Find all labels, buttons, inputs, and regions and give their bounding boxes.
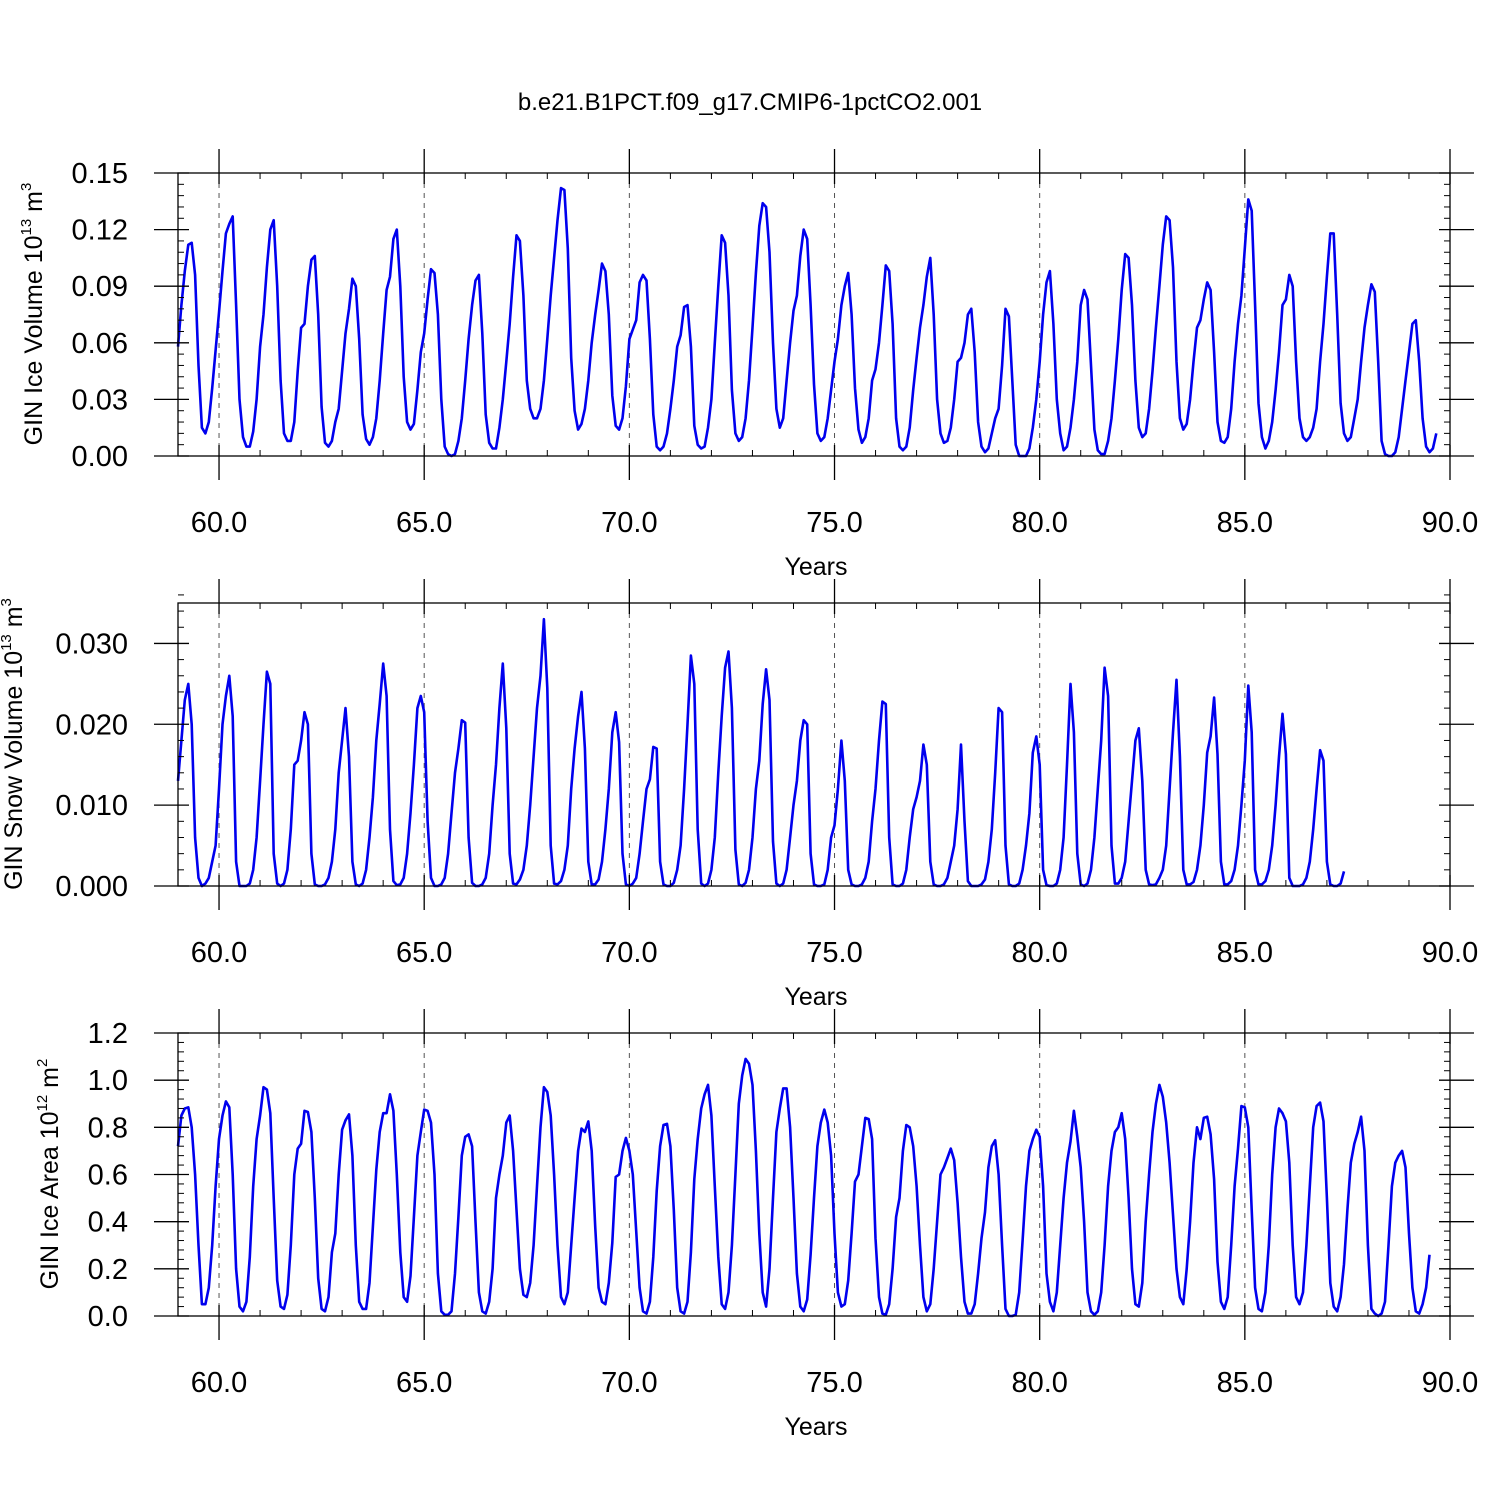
ice-volume-x-tick-label-0: 60.0 [191,507,247,539]
ice-volume-plot-frame [177,172,1451,457]
snow-volume-major-ticks [154,579,1474,910]
snow-volume-y-tick-label-2: 0.020 [55,709,128,741]
ice-area-x-tick-label-6: 90.0 [1422,1367,1478,1399]
ice-volume-y-tick-label-5: 0.15 [72,158,128,190]
ice-volume-x-tick-label-4: 80.0 [1011,507,1067,539]
panel-ice-area: 0.0 0.2 0.4 0.6 0.8 1.0 1.2 60.0 65.0 70.0 75.0 80… [34,1009,1478,1441]
ice-area-x-tick-label-4: 80.0 [1011,1367,1067,1399]
ice-area-gridlines [218,1033,1246,1316]
ice-volume-y-tick-label-3: 0.09 [72,271,128,303]
snow-volume-x-tick-label-0: 60.0 [191,937,247,969]
figure-title: b.e21.B1PCT.f09_g17.CMIP6-1pctCO2.001 [518,89,982,116]
panel-ice-volume: 0.00 0.03 0.06 0.09 0.12 0.15 60.0 65.0 70.0 75.… [18,149,1478,581]
ice-area-y-title-unit: m [36,1067,64,1095]
ice-volume-y-title-unit: m [20,191,48,219]
ice-area-y-title-text: GIN Ice Area 10 [36,1111,64,1289]
snow-volume-y-tick-label-3: 0.030 [55,628,128,660]
snow-volume-minor-ticks [177,594,1450,886]
ice-volume-y-tick-label-0: 0.00 [72,441,128,473]
snow-volume-y-tick-label-1: 0.010 [55,790,128,822]
snow-volume-x-tick-label-4: 80.0 [1011,937,1067,969]
snow-volume-x-tick-label-5: 85.0 [1217,937,1273,969]
ice-area-x-tick-label-1: 65.0 [396,1367,452,1399]
snow-volume-y-title-unit: m [0,606,28,634]
ice-area-major-ticks [154,1009,1474,1340]
panel-snow-volume: 0.000 0.010 0.020 0.030 60.0 65.0 70.0 75.0 80.… [0,579,1478,1011]
snow-volume-x-tick-label-3: 75.0 [806,937,862,969]
ice-area-y-tick-label-2: 0.4 [88,1207,128,1239]
ice-volume-major-ticks [154,149,1474,480]
ice-volume-y-title-exponent: 13 [18,219,35,236]
snow-volume-x-tick-label-2: 70.0 [601,937,657,969]
ice-area-x-axis-title: Years [784,1413,847,1441]
ice-area-y-tick-label-6: 1.2 [88,1018,128,1050]
snow-volume-series-line [176,617,1346,888]
ice-volume-y-tick-labels: 0.00 0.03 0.06 0.09 0.12 0.15 [72,158,128,473]
ice-area-y-tick-label-0: 0.0 [88,1301,128,1333]
ice-area-x-tick-label-3: 75.0 [806,1367,862,1399]
snow-volume-y-tick-label-0: 0.000 [55,871,128,903]
ice-volume-y-title-text: GIN Ice Volume 10 [20,235,48,445]
snow-volume-y-axis-title: GIN Snow Volume 1013 m3 [0,598,28,890]
ice-volume-x-tick-label-6: 90.0 [1422,507,1478,539]
ice-area-y-tick-label-3: 0.6 [88,1160,128,1192]
ice-volume-y-tick-label-1: 0.03 [72,384,128,416]
ice-volume-x-tick-label-1: 65.0 [396,507,452,539]
snow-volume-plot-frame [177,602,1451,887]
ice-volume-x-tick-label-2: 70.0 [601,507,657,539]
ice-volume-y-title-unit-exponent: 3 [18,183,35,191]
ice-volume-x-axis-title: Years [784,553,847,581]
snow-volume-y-title-unit-exponent: 3 [0,598,15,606]
ice-volume-x-tick-label-5: 85.0 [1217,507,1273,539]
ice-volume-y-tick-label-4: 0.12 [72,215,128,247]
ice-volume-y-axis-title: GIN Ice Volume 1013 m3 [18,183,48,446]
snow-volume-x-tick-labels: 60.0 65.0 70.0 75.0 80.0 85.0 90.0 [191,937,1478,969]
ice-volume-x-tick-label-3: 75.0 [806,507,862,539]
ice-area-y-tick-label-5: 1.0 [88,1065,128,1097]
snow-volume-x-axis-title: Years [784,983,847,1011]
snow-volume-y-title-text: GIN Snow Volume 10 [0,651,28,890]
ice-volume-series-line [176,186,1438,458]
ice-area-x-tick-label-0: 60.0 [191,1367,247,1399]
ice-area-x-tick-label-2: 70.0 [601,1367,657,1399]
ice-area-y-tick-label-4: 0.8 [88,1112,128,1144]
ice-area-x-tick-labels: 60.0 65.0 70.0 75.0 80.0 85.0 90.0 [191,1367,1478,1399]
snow-volume-y-title-exponent: 13 [0,634,15,651]
ice-volume-y-tick-label-2: 0.06 [72,328,128,360]
ice-area-y-axis-title: GIN Ice Area 1012 m2 [34,1059,64,1290]
snow-volume-x-tick-label-1: 65.0 [396,937,452,969]
ice-area-y-title-exponent: 12 [34,1095,51,1112]
ice-area-y-tick-labels: 0.0 0.2 0.4 0.6 0.8 1.0 1.2 [88,1018,128,1333]
ice-volume-x-tick-labels: 60.0 65.0 70.0 75.0 80.0 85.0 90.0 [191,507,1478,539]
ice-area-series-line [176,1057,1431,1318]
ice-volume-gridlines [218,173,1246,456]
snow-volume-y-tick-labels: 0.000 0.010 0.020 0.030 [55,628,128,903]
ice-area-x-tick-label-5: 85.0 [1217,1367,1273,1399]
ice-volume-minor-ticks [177,173,1450,456]
snow-volume-x-tick-label-6: 90.0 [1422,937,1478,969]
ice-area-y-title-unit-exponent: 2 [34,1059,51,1067]
ice-area-y-tick-label-1: 0.2 [88,1254,128,1286]
ice-area-minor-ticks [177,1033,1450,1316]
